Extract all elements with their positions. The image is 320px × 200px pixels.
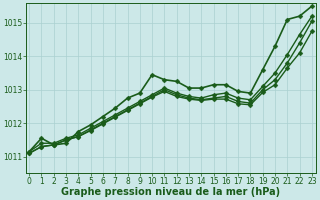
X-axis label: Graphe pression niveau de la mer (hPa): Graphe pression niveau de la mer (hPa) — [61, 187, 280, 197]
